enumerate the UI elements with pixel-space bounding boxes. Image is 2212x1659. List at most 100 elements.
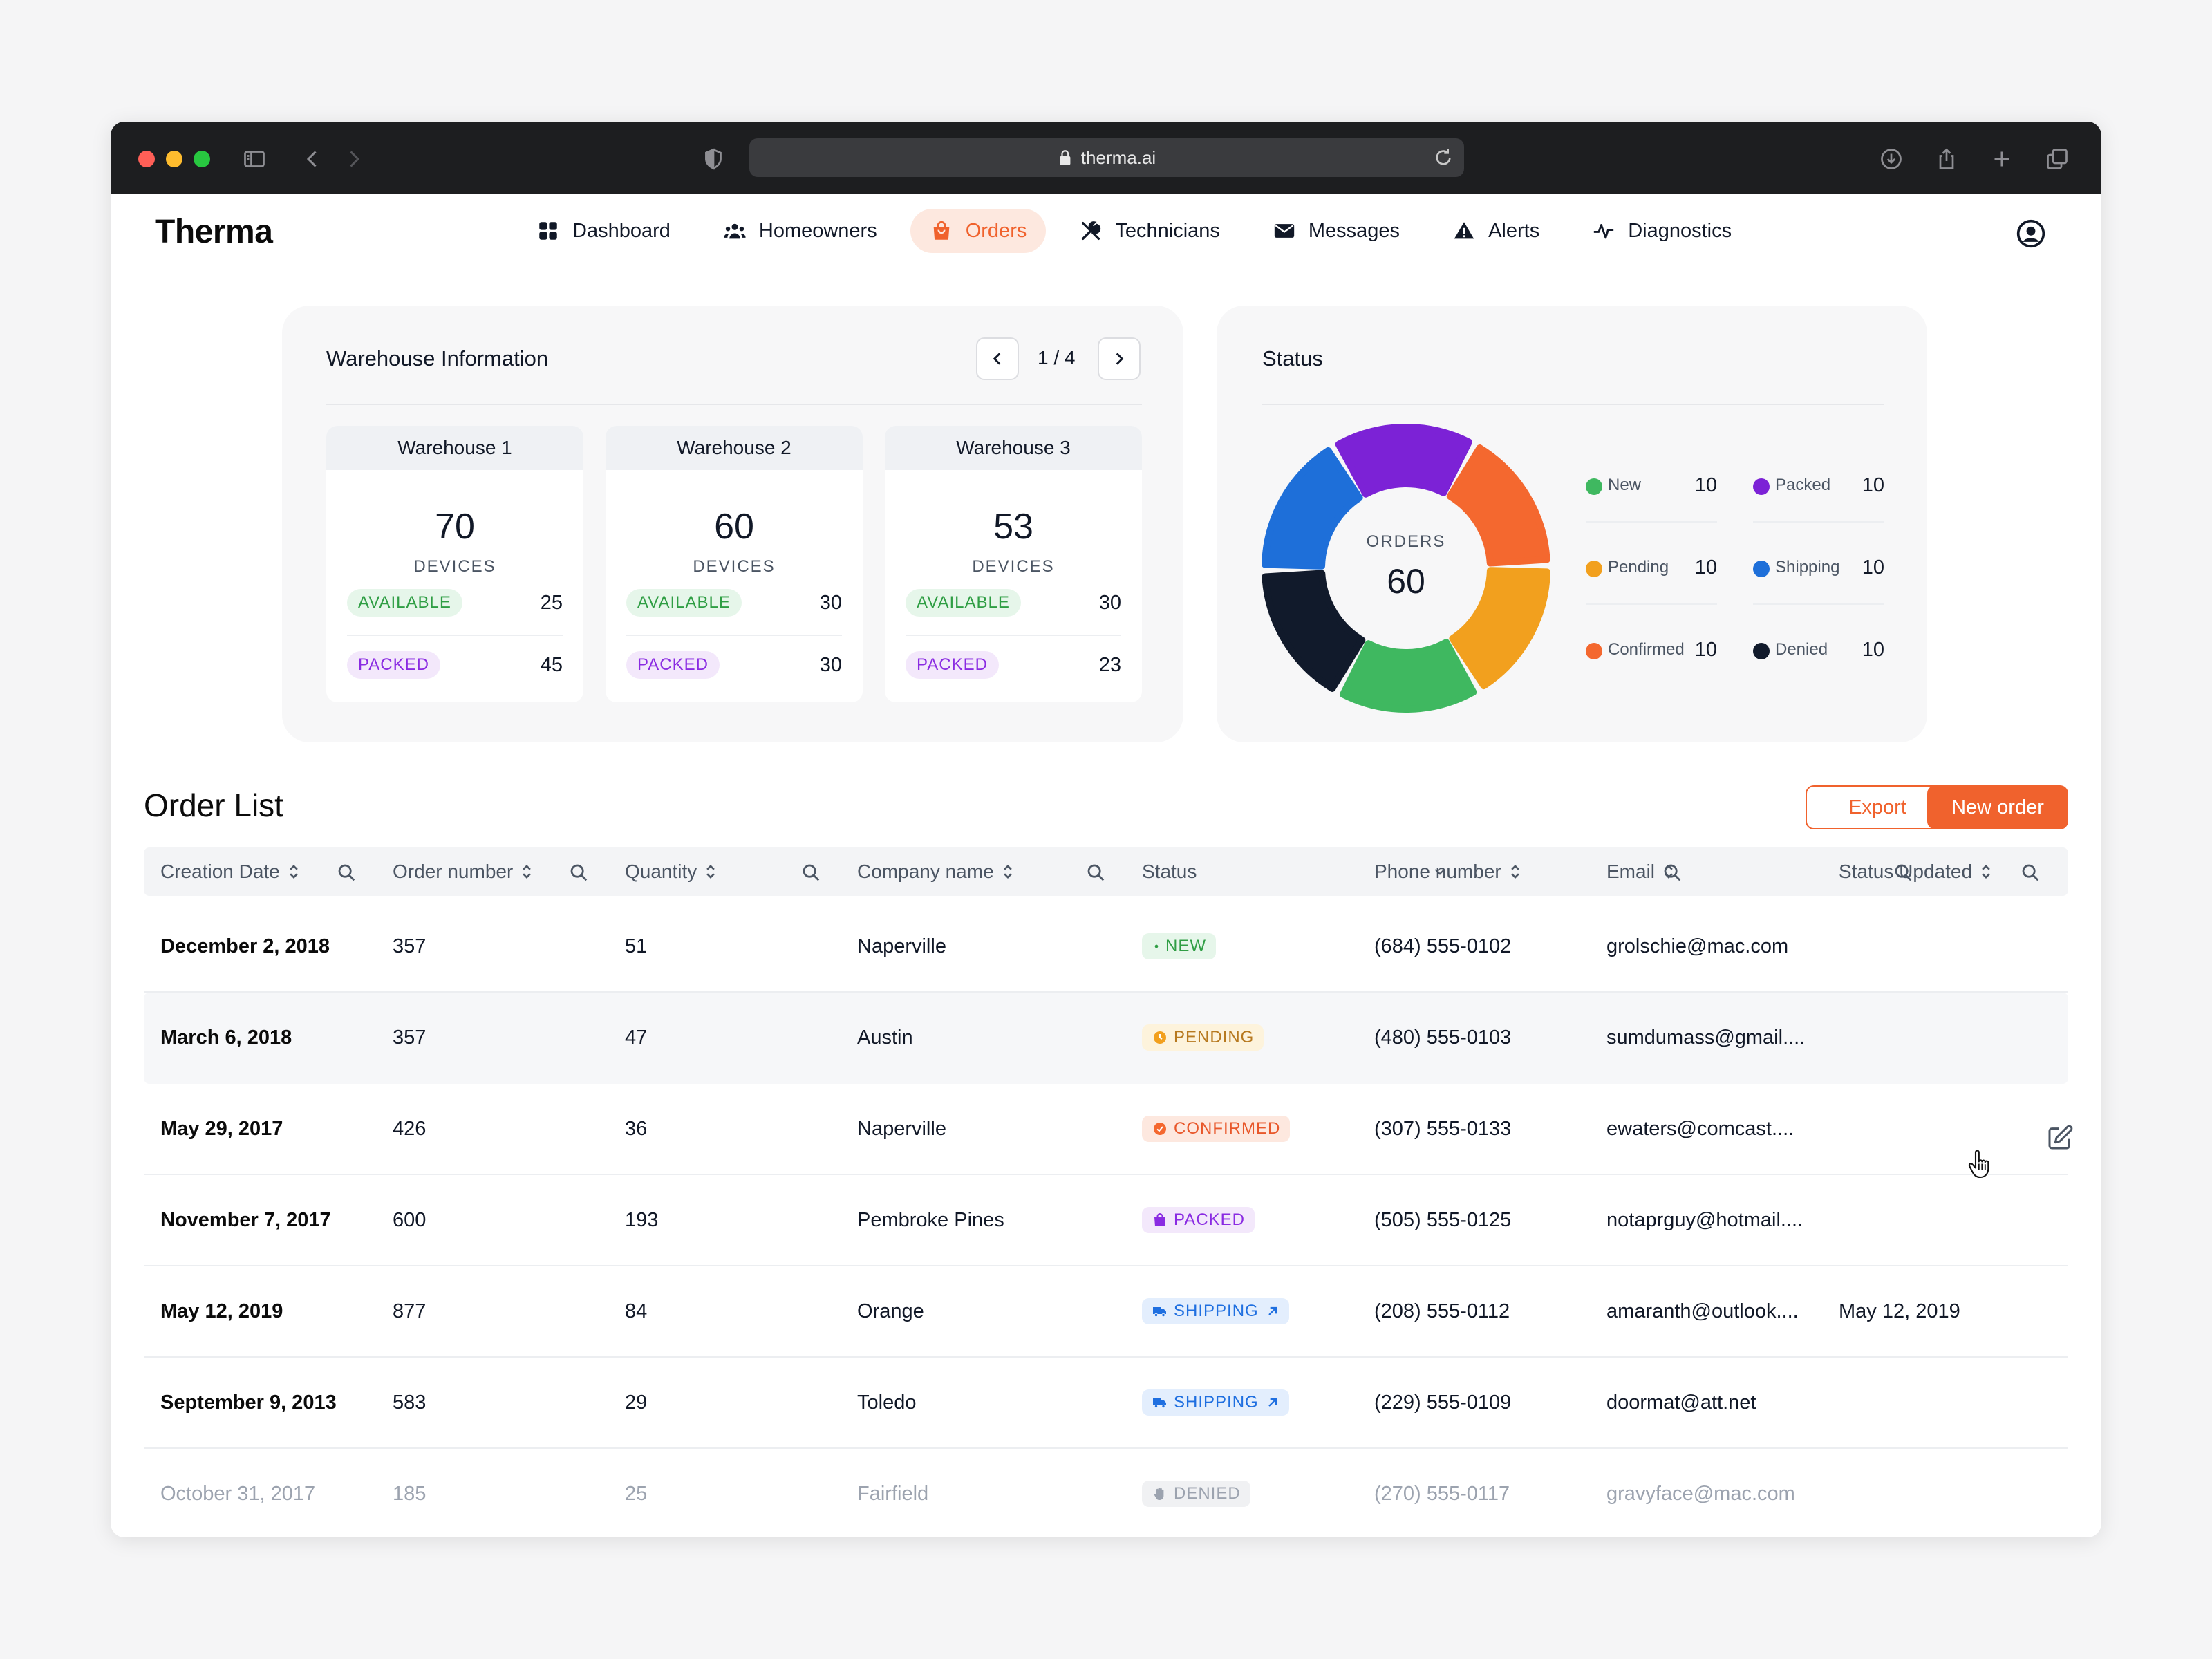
export-button[interactable]: Export xyxy=(1806,785,1949,830)
chevron-down-icon[interactable] xyxy=(1431,863,1449,881)
edit-icon[interactable] xyxy=(2046,1124,2074,1152)
new-status-icon xyxy=(1154,944,1159,948)
new-order-button[interactable]: New order xyxy=(1927,785,2068,830)
legend-label: Confirmed xyxy=(1608,640,1685,659)
donut-slice-packed[interactable] xyxy=(1335,424,1473,498)
status-badge[interactable]: SHIPPING xyxy=(1142,1389,1289,1416)
legend-item: Pending 10 xyxy=(1586,547,1717,630)
tab-overview-icon[interactable] xyxy=(2042,144,2072,174)
status-cell: SHIPPING xyxy=(1142,1266,1289,1356)
table-row[interactable]: November 7, 2017 600 193 Pembroke Pines PACK… xyxy=(144,1175,2068,1266)
search-icon[interactable] xyxy=(336,862,357,883)
table-row[interactable]: September 9, 2013 583 29 Toledo SHIPPING (229… xyxy=(144,1358,2068,1449)
sidebar-toggle-icon[interactable] xyxy=(239,144,270,174)
donut-slice-new[interactable] xyxy=(1339,639,1477,713)
donut-slice-denied[interactable] xyxy=(1262,570,1366,692)
available-count: 30 xyxy=(1098,591,1121,614)
donut-slice-confirmed[interactable] xyxy=(1446,444,1550,567)
column-header[interactable]: Email xyxy=(1606,847,1676,896)
email-cell: notaprguy@hotmail.... xyxy=(1606,1208,1803,1231)
divider xyxy=(626,635,842,636)
donut-slice-shipping[interactable] xyxy=(1262,447,1363,570)
nav-messages[interactable]: Messages xyxy=(1253,209,1419,253)
sort-icon[interactable] xyxy=(1979,863,1993,881)
search-icon[interactable] xyxy=(1662,862,1683,883)
pointer-cursor-icon xyxy=(1968,1150,1989,1179)
sort-icon[interactable] xyxy=(704,863,718,881)
legend-value: 10 xyxy=(1862,474,1884,496)
nav-homeowners-label: Homeowners xyxy=(758,219,877,242)
back-icon[interactable] xyxy=(297,144,328,174)
packed-count: 45 xyxy=(540,653,563,676)
column-header[interactable]: Quantity xyxy=(625,847,718,896)
phone-number-cell: (505) 555-0125 xyxy=(1374,1208,1512,1231)
email-cell: grolschie@mac.com xyxy=(1606,935,1789,957)
close-window-button[interactable] xyxy=(138,151,155,167)
phone-number-cell: (208) 555-0112 xyxy=(1374,1300,1510,1322)
table-row[interactable]: March 6, 2018 357 47 Austin PENDING (480) 555… xyxy=(144,993,2068,1084)
table-row[interactable]: May 29, 2017 426 36 Naperville CONFIRMED (307… xyxy=(144,1084,2068,1175)
nav-technicians[interactable]: Technicians xyxy=(1060,209,1239,253)
status-badge[interactable]: SHIPPING xyxy=(1142,1298,1289,1324)
sort-icon[interactable] xyxy=(520,863,534,881)
donut-center-value: 60 xyxy=(1387,562,1425,601)
sort-icon[interactable] xyxy=(1001,863,1015,881)
nav-dashboard[interactable]: Dashboard xyxy=(517,209,690,253)
company-name-cell: Orange xyxy=(857,1300,924,1322)
column-header[interactable]: Company name xyxy=(857,847,1015,896)
legend-swatch xyxy=(1586,643,1602,659)
status-badge-label: NEW xyxy=(1165,937,1206,955)
donut-slice-pending[interactable] xyxy=(1449,567,1550,690)
app-logo[interactable]: Therma xyxy=(155,214,273,250)
forward-icon[interactable] xyxy=(339,144,369,174)
column-header-label: Quantity xyxy=(625,861,697,882)
order-number-cell: 583 xyxy=(393,1391,427,1414)
privacy-shield-icon[interactable] xyxy=(698,144,729,174)
browser-window: therma.ai Therma Dashboard Homeowners Or… xyxy=(111,122,2101,1537)
column-header[interactable]: Creation Date xyxy=(160,847,301,896)
creation-date-cell: December 2, 2018 xyxy=(160,935,330,957)
sort-icon[interactable] xyxy=(1662,863,1676,881)
external-link-icon[interactable] xyxy=(1266,1396,1280,1409)
nav-messages-label: Messages xyxy=(1308,219,1400,242)
external-link-icon[interactable] xyxy=(1266,1304,1280,1318)
chevron-left-icon xyxy=(993,353,1001,365)
search-icon[interactable] xyxy=(568,862,589,883)
chevron-right-icon xyxy=(1116,353,1124,365)
next-page-button[interactable] xyxy=(1098,337,1141,380)
nav-orders[interactable]: Orders xyxy=(910,209,1047,253)
legend-item: Denied 10 xyxy=(1753,629,1884,712)
nav-homeowners[interactable]: Homeowners xyxy=(704,209,897,253)
search-icon[interactable] xyxy=(1893,862,1913,883)
creation-date-cell: November 7, 2017 xyxy=(160,1208,331,1231)
minimize-window-button[interactable] xyxy=(166,151,182,167)
nav-alerts[interactable]: Alerts xyxy=(1433,209,1559,253)
divider xyxy=(1586,603,1717,605)
sort-icon[interactable] xyxy=(287,863,301,881)
device-count: 60 xyxy=(714,507,754,547)
table-row[interactable]: May 12, 2019 877 84 Orange SHIPPING (208) 555… xyxy=(144,1266,2068,1358)
column-header[interactable]: Order number xyxy=(393,847,534,896)
phone-number-cell: (307) 555-0133 xyxy=(1374,1117,1512,1140)
address-bar[interactable]: therma.ai xyxy=(749,138,1464,177)
table-row[interactable]: October 31, 2017 185 25 Fairfield DENIED (270… xyxy=(144,1449,2068,1537)
company-name-cell: Pembroke Pines xyxy=(857,1208,1004,1231)
column-header[interactable]: Status xyxy=(1142,847,1197,896)
nav-diagnostics[interactable]: Diagnostics xyxy=(1573,209,1751,253)
column-header-label: Status Updated xyxy=(1839,861,1973,882)
download-icon[interactable] xyxy=(1876,144,1906,174)
shipping-status-icon xyxy=(1153,1307,1166,1318)
sort-icon[interactable] xyxy=(1508,863,1522,881)
search-icon[interactable] xyxy=(800,862,821,883)
table-row[interactable]: December 2, 2018 357 51 Naperville NEW (684) … xyxy=(144,901,2068,993)
prev-page-button[interactable] xyxy=(976,337,1019,380)
column-header[interactable]: Phone number xyxy=(1374,847,1522,896)
search-icon[interactable] xyxy=(1085,862,1106,883)
new-tab-icon[interactable] xyxy=(1987,144,2017,174)
search-icon[interactable] xyxy=(2020,862,2041,883)
reload-icon[interactable] xyxy=(1432,147,1454,169)
maximize-window-button[interactable] xyxy=(194,151,210,167)
share-icon[interactable] xyxy=(1931,144,1962,174)
column-header[interactable]: Status Updated xyxy=(1839,847,1993,896)
user-avatar-icon[interactable] xyxy=(2016,218,2046,249)
